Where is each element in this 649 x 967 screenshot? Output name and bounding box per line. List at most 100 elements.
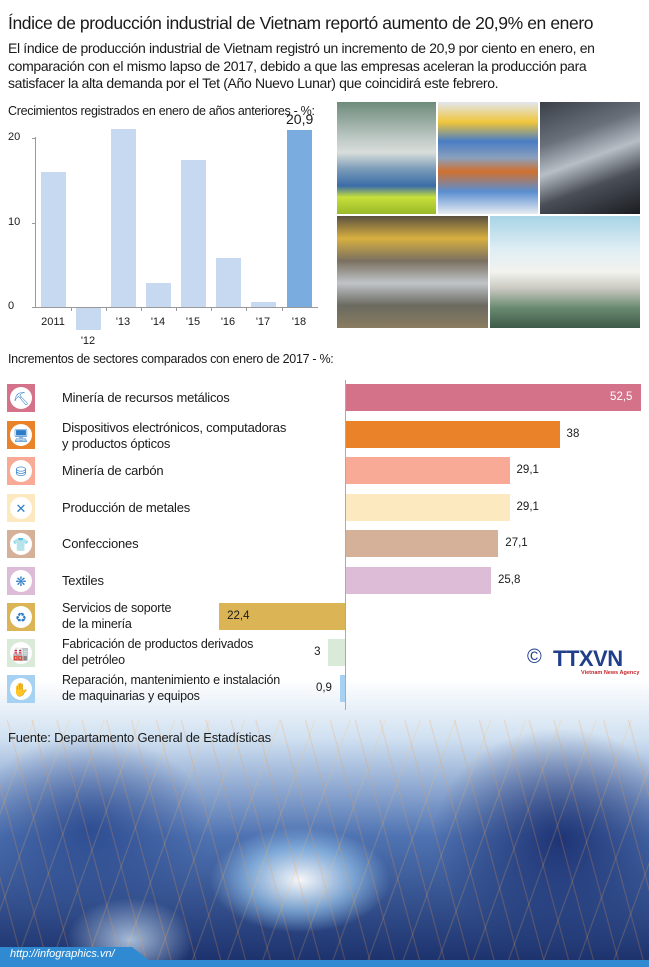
y-tick-label: 20 (8, 131, 21, 143)
sector-value: 52,5 (610, 391, 633, 403)
sector-label: Producción de metales (62, 500, 191, 515)
sector-label: Fabricación de productos derivados del p… (62, 637, 254, 667)
sector-value: 29,1 (516, 501, 539, 513)
sector-row: ⛏ Minería de recursos metálicos 52,5 (0, 384, 649, 418)
icon-glyph: 👕 (10, 533, 32, 555)
sector-value: 38 (566, 428, 580, 440)
factory-assembly-line-photo (337, 102, 436, 214)
x-tick-label: '14 (150, 316, 166, 328)
computer-icon: 🖥 (7, 421, 35, 449)
icon-glyph: ⛁ (10, 460, 32, 482)
copyright-icon: © (527, 646, 542, 668)
x-tick-label: '16 (220, 316, 236, 328)
icon-glyph: ✕ (10, 497, 32, 519)
x-tick-label: '12 (80, 335, 96, 347)
sector-row: ✕ Producción de metales 29,1 (0, 494, 649, 528)
sector-bar (219, 603, 345, 630)
column-bar-2015 (181, 159, 206, 307)
recycle-icon: ♻ (7, 603, 35, 631)
sector-value: 27,1 (505, 537, 528, 549)
x-tick-label: '17 (255, 316, 271, 328)
column-bar-2014 (146, 283, 171, 307)
y-tick (32, 138, 36, 139)
sector-bar (346, 384, 642, 411)
x-tick (71, 307, 72, 311)
footer-tab (0, 947, 150, 961)
icon-glyph: 🏭 (10, 642, 32, 664)
sector-bar (346, 530, 499, 557)
sector-row: ✋ Reparación, mantenimiento e instalación… (0, 673, 649, 709)
x-tick-label: 2011 (41, 316, 65, 328)
x-tick-label: '15 (185, 316, 201, 328)
highlight-value-label: 20,9 (286, 111, 314, 128)
steel-pipes-photo (540, 102, 640, 214)
sector-value: 25,8 (497, 574, 521, 586)
sector-value: 22,4 (227, 610, 250, 622)
textile-machines-photo (490, 216, 640, 328)
x-tick (141, 307, 142, 311)
logo-name: TTXVN (553, 646, 623, 671)
welding-sparks-overlay (0, 720, 649, 967)
icon-glyph: ✋ (10, 678, 32, 700)
production-machinery-photo (438, 102, 538, 214)
sector-value: 3 (314, 646, 321, 658)
sector-label: Reparación, mantenimiento e instalación … (62, 673, 281, 703)
sector-row: ♻ Servicios de soporte de la minería 22,4 (0, 601, 649, 637)
x-tick (282, 307, 283, 311)
shirt-icon: 👕 (7, 530, 35, 558)
sector-bar (346, 567, 491, 594)
sector-value: 0,9 (315, 682, 332, 694)
car-assembly-photo (337, 216, 488, 328)
lead-paragraph: El índice de producción industrial de Vi… (8, 40, 595, 91)
footer-bar (0, 960, 649, 967)
y-tick (32, 307, 36, 308)
x-tick (246, 307, 247, 311)
fabric-icon: ❋ (7, 567, 35, 595)
sector-label: Minería de carbón (62, 463, 164, 478)
sector-row: ⛁ Minería de carbón 29,1 (0, 457, 649, 491)
mining-shovel-icon: ⛏ (7, 384, 35, 412)
logo-subtitle: Vietnam News Agency (581, 670, 640, 676)
sector-bar (328, 639, 345, 666)
x-tick (211, 307, 212, 311)
sector-row: ❋ Textiles 25,8 (0, 567, 649, 601)
sector-bar (346, 457, 510, 484)
photo-collage (337, 102, 640, 328)
sector-value: 29,1 (516, 464, 539, 476)
sector-chart-title: Incrementos de sectores comparados con e… (8, 352, 334, 366)
column-bar-2018 (287, 130, 312, 307)
sector-row: 🏭 Fabricación de productos derivados del … (0, 637, 649, 673)
page-title: Índice de producción industrial de Vietn… (8, 13, 594, 33)
icon-glyph: 🖥 (10, 424, 32, 446)
sector-row: 👕 Confecciones 27,1 (0, 530, 649, 564)
sector-label: Textiles (62, 573, 104, 588)
icon-glyph: ⛏ (10, 387, 32, 409)
icon-glyph: ♻ (10, 606, 32, 628)
sector-label: Dispositivos electrónicos, computadoras … (62, 420, 287, 451)
x-tick-label: '18 (291, 316, 307, 328)
sector-bar (346, 421, 560, 448)
welding-background-photo (0, 640, 649, 967)
icon-glyph: ❋ (10, 570, 32, 592)
x-tick (176, 307, 177, 311)
footer-url-link[interactable]: http://infographics.vn/ (10, 948, 115, 960)
column-bar-2013 (111, 128, 136, 307)
sector-label: Minería de recursos metálicos (62, 390, 230, 405)
coal-cart-icon: ⛁ (7, 457, 35, 485)
repair-hand-icon: ✋ (7, 675, 35, 703)
sector-label: Confecciones (62, 536, 139, 551)
column-bar-2016 (216, 257, 241, 307)
column-chart: 20 10 0 2011 '12 '13 '14 '15 '16 '17 '18 20,9 (0, 111, 335, 347)
y-tick-label: 10 (8, 215, 21, 228)
sector-row: 🖥 Dispositivos electrónicos, computadoras… (0, 420, 649, 455)
ttxvn-logo: © TTXVN Vietnam News Agency (527, 646, 647, 676)
source-note: Fuente: Departamento General de Estadíst… (8, 730, 271, 745)
y-tick-label: 0 (8, 300, 15, 312)
column-chart-title: Crecimientos registrados en enero de año… (8, 104, 315, 118)
sector-bar (339, 675, 345, 702)
x-tick (106, 307, 107, 311)
refinery-icon: 🏭 (7, 639, 35, 667)
sector-chart-axis (345, 380, 346, 710)
sector-bar (346, 494, 510, 521)
x-tick-label: '13 (115, 316, 131, 328)
